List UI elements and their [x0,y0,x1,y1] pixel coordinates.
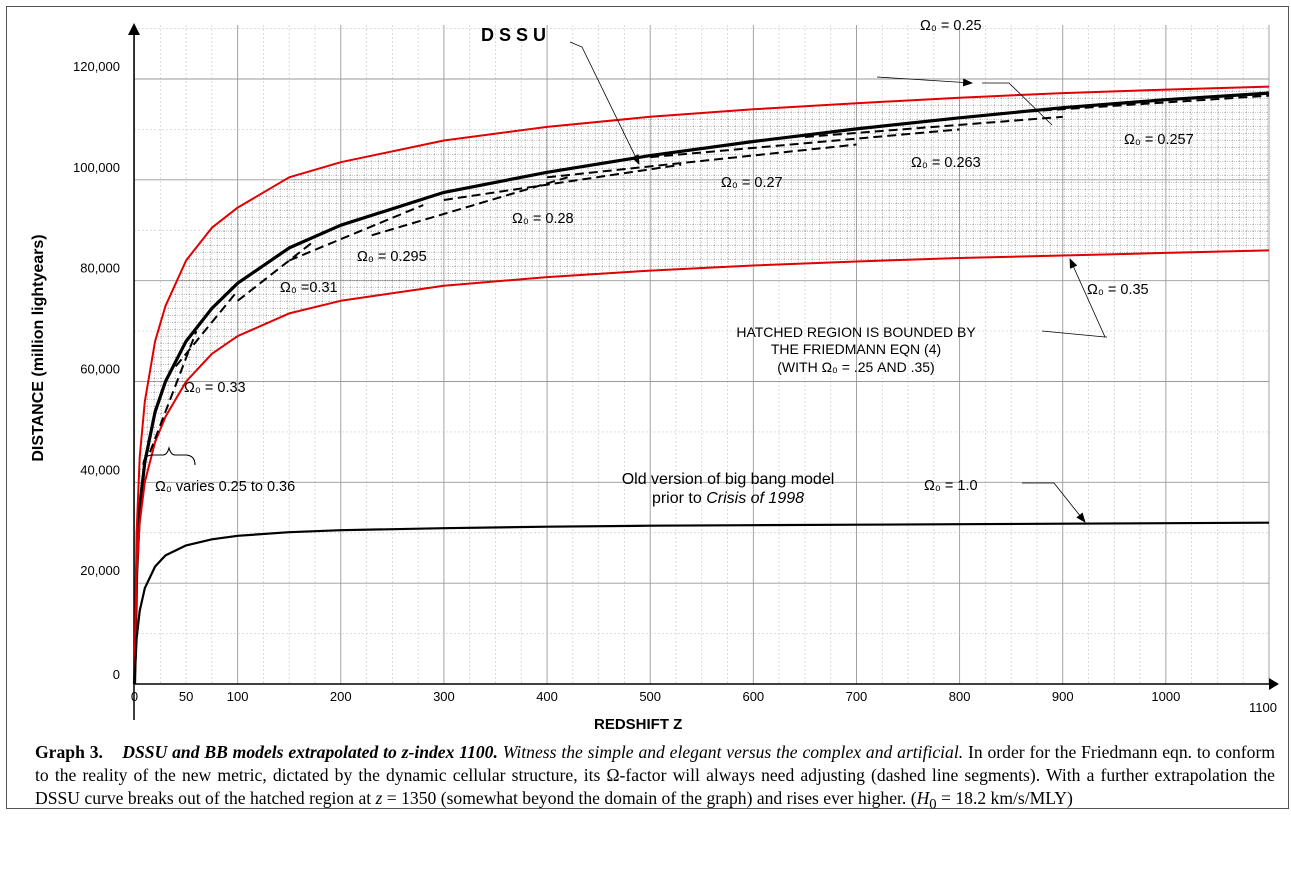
y-axis-arrow [128,23,140,35]
dashed-segments [149,94,1270,453]
omega-033-label: Ω₀ = 0.33 [184,380,246,396]
x-tick-label: 1000 [1151,689,1180,704]
dashed-segment [1000,94,1270,115]
x-axis-arrow [1269,678,1279,690]
x-tick-label: 900 [1052,689,1074,704]
y-tick-label: 80,000 [80,261,120,276]
x-tick-label: 800 [949,689,971,704]
hatched-note-line2: THE FRIEDMANN EQN (4) [771,341,941,357]
annotation-labels: DISTANCE (million lightyears) REDSHIFT Z… [30,18,1194,733]
x-tick-label: 600 [742,689,764,704]
omega-027-label: Ω₀ = 0.27 [721,175,783,191]
y-tick-labels: 0 20,000 40,000 60,000 80,000 100,000 120,000 [73,59,120,682]
series-line--0-0-25 [133,85,1270,685]
dashed-segment [288,204,424,262]
omega-025-pointer [982,82,1053,126]
figure-caption: Graph 3. DSSU and BB models extrapolated… [35,741,1275,817]
omega-10-pointer [1022,482,1086,523]
series-line-dssu [132,91,1270,685]
omega-0263-label: Ω₀ = 0.263 [911,155,981,171]
omega-varies-brace [142,445,196,466]
old-version-line1: Old version of big bang model [622,471,835,488]
caption-h-variable: H [916,788,930,808]
y-tick-label: 120,000 [73,59,120,74]
old-version-italic: Crisis of 1998 [706,490,804,507]
dashed-segment [149,330,198,453]
y-tick-label: 60,000 [80,362,120,377]
caption-body-2: = 1350 (somewhat beyond the domain of th… [382,788,917,808]
x-tick-label: 300 [433,689,455,704]
series-line--0-0-35 [133,249,1270,685]
caption-body-1: In order for the Friedmann eqn. to confo… [35,742,1275,808]
hatched-note-line1: HATCHED REGION IS BOUNDED BY [736,324,976,340]
y-tick-label: 0 [113,667,120,682]
omega-035-label: Ω₀ = 0.35 [1087,282,1149,298]
series-lines [132,85,1270,685]
x-tick-label: 1100 [1249,700,1277,715]
annotation-pointers [142,41,1107,523]
x-tick-label: 0 [131,689,138,704]
omega-0295-label: Ω₀ = 0.295 [357,249,427,265]
y-tick-label: 40,000 [80,462,120,477]
chart: 0 50 100 200 300 400 500 600 700 800 900 1000 1100 0… [30,18,1279,733]
caption-z-variable: z [375,788,383,808]
caption-label: Graph 3. [35,742,103,762]
xlabel: REDSHIFT Z [594,716,682,733]
caption-title: DSSU and BB models extrapolated to z-ind… [122,742,498,762]
x-tick-label: 50 [179,689,193,704]
dashed-segment [237,239,316,302]
hatched-region [136,86,1270,574]
y-tick-label: 100,000 [73,160,120,175]
omega-10-label: Ω₀ = 1.0 [924,478,978,494]
dashed-segment [443,163,682,201]
caption-body-3: = 18.2 km/s/MLY) [936,788,1073,808]
series-line--0-1-0 [133,521,1270,685]
omega-025-label: Ω₀ = 0.25 [920,18,982,34]
x-tick-label: 700 [846,689,868,704]
grid [134,25,1270,685]
dashed-segment [174,290,239,368]
caption-italic-sentence: Witness the simple and elegant versus th… [502,742,964,762]
axes [128,23,1279,720]
omega-028-label: Ω₀ = 0.28 [512,211,574,227]
omega-0257-label: Ω₀ = 0.257 [1124,132,1194,148]
ylabel: DISTANCE (million lightyears) [30,234,47,461]
omega-025-arrow [876,76,973,87]
x-tick-label: 400 [536,689,558,704]
old-version-line2: prior to Crisis of 1998 [652,490,804,507]
dashed-segment [804,115,1063,138]
dssu-label: D S S U [481,25,546,45]
x-tick-label: 200 [330,689,352,704]
x-tick-labels: 0 50 100 200 300 400 500 600 700 800 900 1000 1100 [131,689,1277,715]
y-tick-label: 20,000 [80,563,120,578]
omega-varies-label: Ω₀ varies 0.25 to 0.36 [155,479,295,495]
hatched-note-line3: (WITH Ω₀ = .25 AND .35) [777,359,934,375]
x-tick-label: 500 [639,689,661,704]
dashed-segment [546,143,857,179]
figure-frame: 0 50 100 200 300 400 500 600 700 800 900 1000 1100 0… [6,6,1289,813]
dashed-segment [650,128,960,159]
omega-031-label: Ω₀ =0.31 [280,280,338,296]
old-version-prefix: prior to [652,490,706,507]
x-tick-label: 100 [227,689,249,704]
hatched-pointer [1041,330,1106,338]
dssu-pointer [569,41,640,165]
caption-h-subscript: 0 [929,796,937,813]
